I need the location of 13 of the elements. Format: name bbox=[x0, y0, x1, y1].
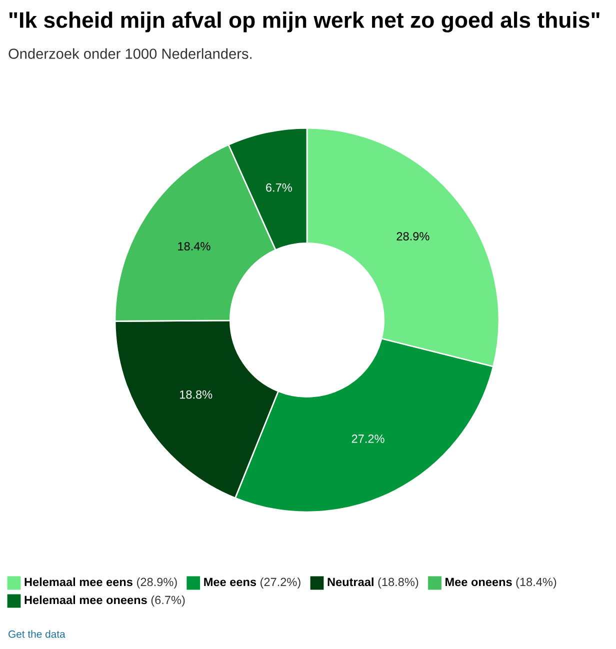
data-label: 27.2% bbox=[352, 434, 384, 443]
legend-label: Neutraal (18.8%) bbox=[328, 577, 418, 588]
text: Get the data bbox=[8, 630, 66, 638]
data-label: 6.7% bbox=[266, 183, 292, 192]
data-label: 28.9% bbox=[396, 232, 430, 240]
legend-label: Helemaal mee oneens (6.7%) bbox=[24, 595, 185, 606]
data-label: 18.4% bbox=[178, 242, 210, 250]
chart-subtitle: Onderzoek onder 1000 Nederlanders. bbox=[8, 48, 252, 59]
legend-label: Mee oneens (18.4%) bbox=[446, 577, 556, 588]
chart-title: "Ik scheid mijn afval op mijn werk net zo goed als thuis" bbox=[9, 12, 600, 32]
legend-label: Mee eens (27.2%) bbox=[204, 577, 300, 588]
data-label: 18.8% bbox=[180, 390, 212, 399]
legend-label: Helemaal mee eens (28.9%) bbox=[24, 577, 177, 588]
